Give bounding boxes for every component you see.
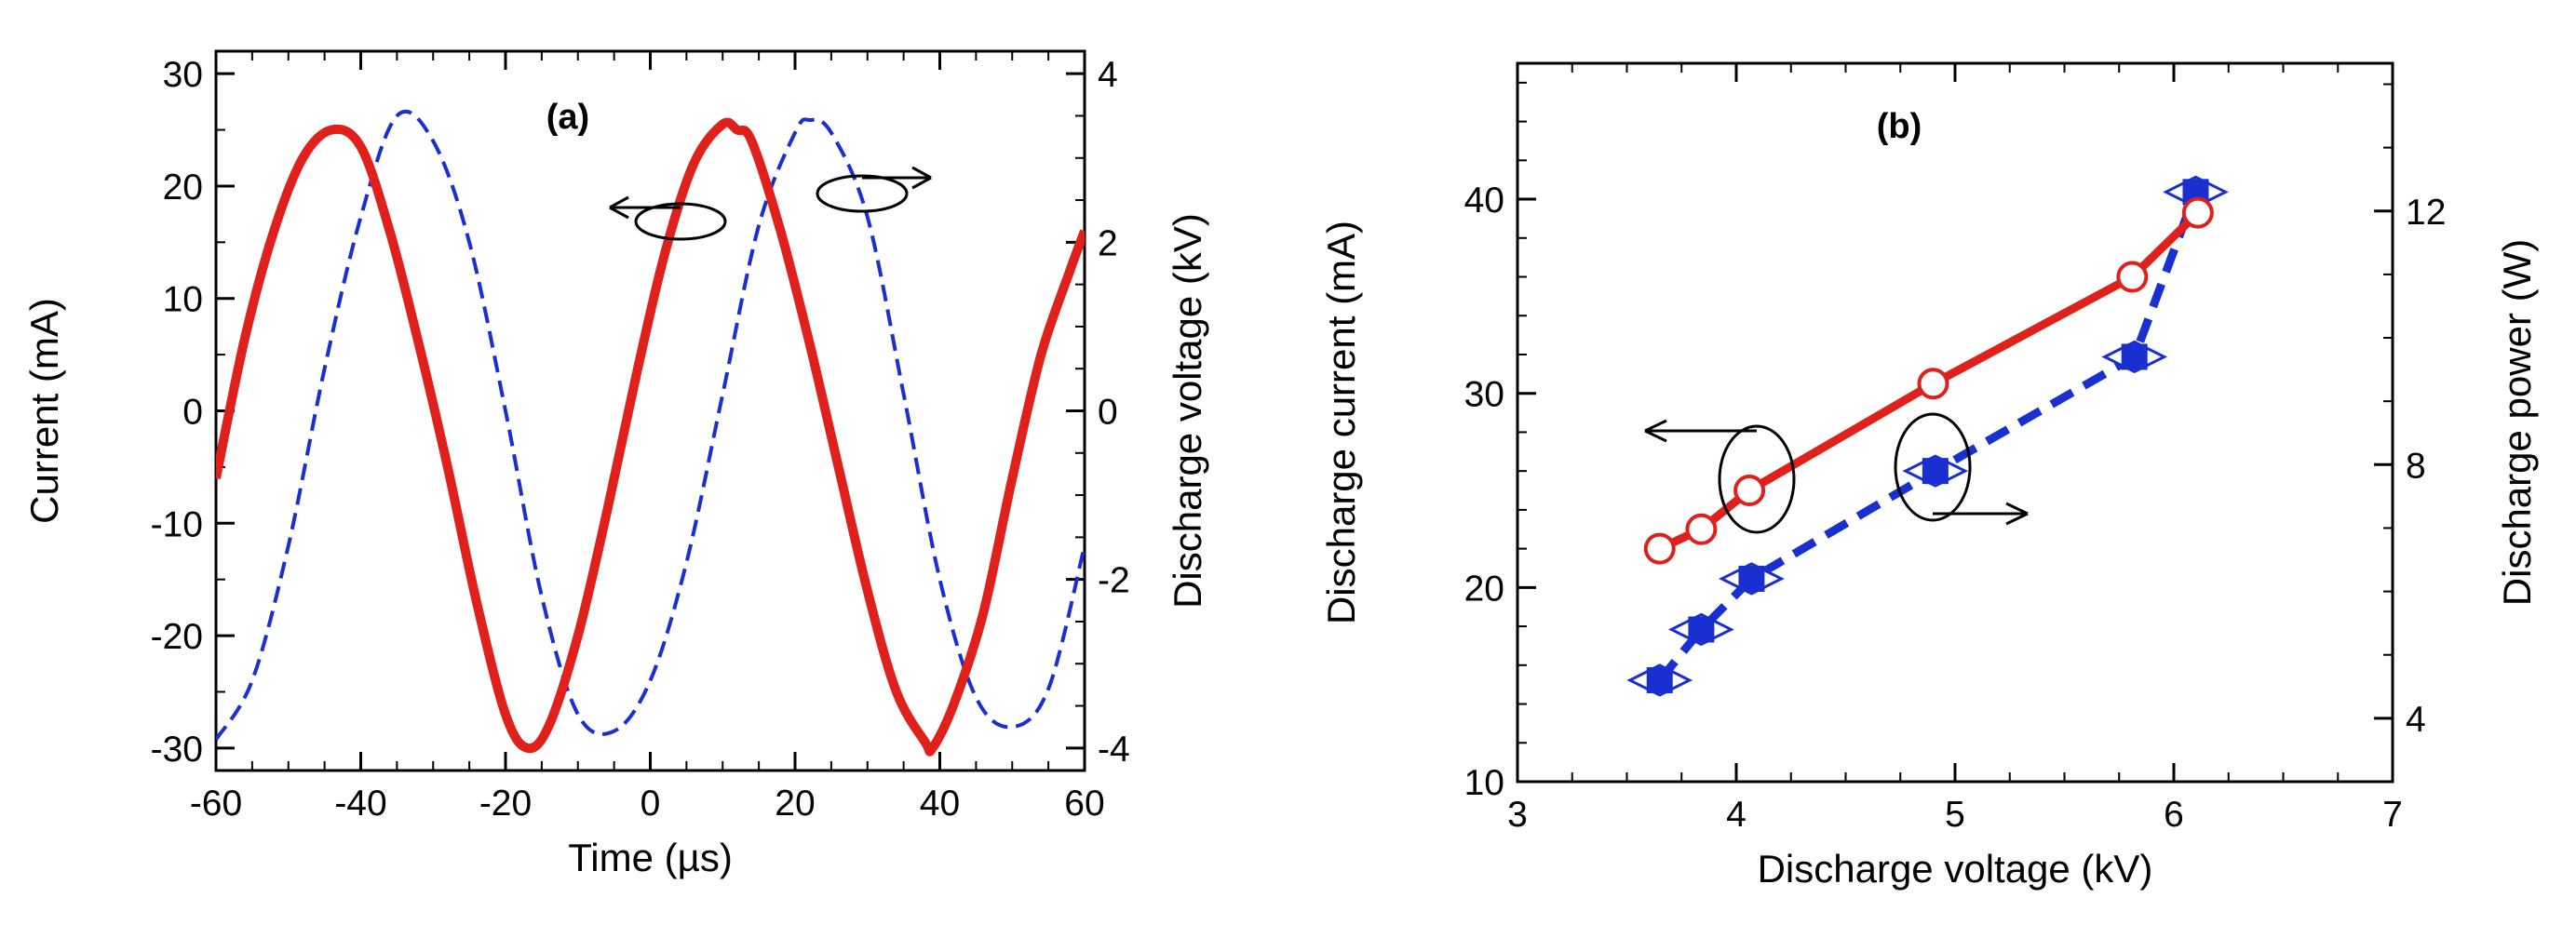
power-marker-square (1646, 666, 1673, 693)
panel-a: -60 -40 -20 0 20 40 603020100-10-20-30420-2-4T… (22, 49, 1209, 879)
current-marker-circle (1643, 532, 1676, 565)
x-axis-title: Time (µs) (568, 836, 733, 879)
y-right-tick-label: 8 (2406, 446, 2426, 486)
panel-b: 3 4 5 6 7 10 20 30 40 4 8 12 Discharge voltage (kV) D… (1319, 61, 2539, 891)
y-left-tick-label: 40 (1464, 181, 1504, 221)
series-current-line (216, 117, 1085, 757)
series-discharge-voltage-line (216, 109, 1085, 741)
panel-label: (b) (1877, 107, 1922, 146)
series-power-line (1656, 190, 2200, 683)
y-left-tick-label: 10 (163, 280, 203, 320)
y-left-tick-label: 30 (1464, 375, 1504, 415)
annotation-ellipse-power (1894, 412, 1972, 522)
x-tick-label: 0 (641, 784, 661, 824)
left-arrow-icon (609, 195, 681, 220)
y-right-tick-label: 12 (2406, 193, 2446, 233)
y-left-axis-title: Discharge current (mA) (1319, 221, 1363, 624)
power-marker-square (2121, 343, 2148, 370)
power-marker-square (1738, 565, 1765, 592)
power-marker-square (1688, 616, 1715, 643)
y-right-axis-title: Discharge voltage (kV) (1166, 213, 1209, 609)
left-arrow-icon (1644, 419, 1757, 443)
x-tick-label: 60 (1064, 784, 1104, 824)
y-left-tick-label: -30 (151, 730, 203, 770)
y-left-tick-label: -20 (151, 617, 203, 657)
x-tick-label: 40 (920, 784, 960, 824)
y-right-tick-label: 4 (2406, 700, 2426, 740)
y-left-tick-label: 0 (182, 393, 203, 433)
current-marker-circle (2116, 261, 2149, 293)
y-right-axis-title: Discharge power (W) (2495, 239, 2539, 606)
x-tick-label: 4 (1726, 795, 1747, 835)
y-left-axis-title: Current (mA) (22, 298, 66, 524)
x-tick-label: -40 (334, 784, 386, 824)
annotation-ellipse-voltage (816, 174, 909, 213)
x-tick-label: 20 (775, 784, 815, 824)
y-left-tick-label: 10 (1464, 763, 1504, 803)
y-right-tick-label: 4 (1098, 55, 1118, 95)
annotation-ellipse-current (634, 202, 727, 241)
annotation-ellipse-current (1718, 424, 1796, 534)
panel-label: (a) (546, 98, 589, 137)
x-tick-label: -20 (479, 784, 532, 824)
x-tick-label: 7 (2382, 795, 2403, 835)
y-right-tick-label: -2 (1098, 561, 1130, 601)
current-marker-circle (1917, 368, 1949, 400)
x-tick-label: -60 (190, 784, 242, 824)
y-left-tick-label: -10 (151, 504, 203, 544)
x-tick-label: 3 (1507, 795, 1528, 835)
x-tick-label: 6 (2164, 795, 2184, 835)
y-right-tick-label: -4 (1098, 730, 1130, 770)
y-right-tick-label: 2 (1098, 223, 1118, 263)
y-left-tick-label: 30 (163, 55, 203, 95)
x-tick-label: 5 (1945, 795, 1965, 835)
y-left-tick-label: 20 (1464, 569, 1504, 609)
y-left-tick-label: 20 (163, 168, 203, 208)
power-marker-square (1922, 458, 1949, 485)
current-marker-circle (2181, 196, 2214, 229)
current-marker-circle (1685, 513, 1718, 545)
current-marker-circle (1733, 475, 1766, 507)
right-arrow-icon (862, 166, 932, 190)
y-right-tick-label: 0 (1098, 393, 1118, 433)
right-arrow-icon (1933, 502, 2029, 526)
x-axis-title: Discharge voltage (kV) (1758, 847, 2153, 891)
plot-frame (214, 49, 1086, 772)
